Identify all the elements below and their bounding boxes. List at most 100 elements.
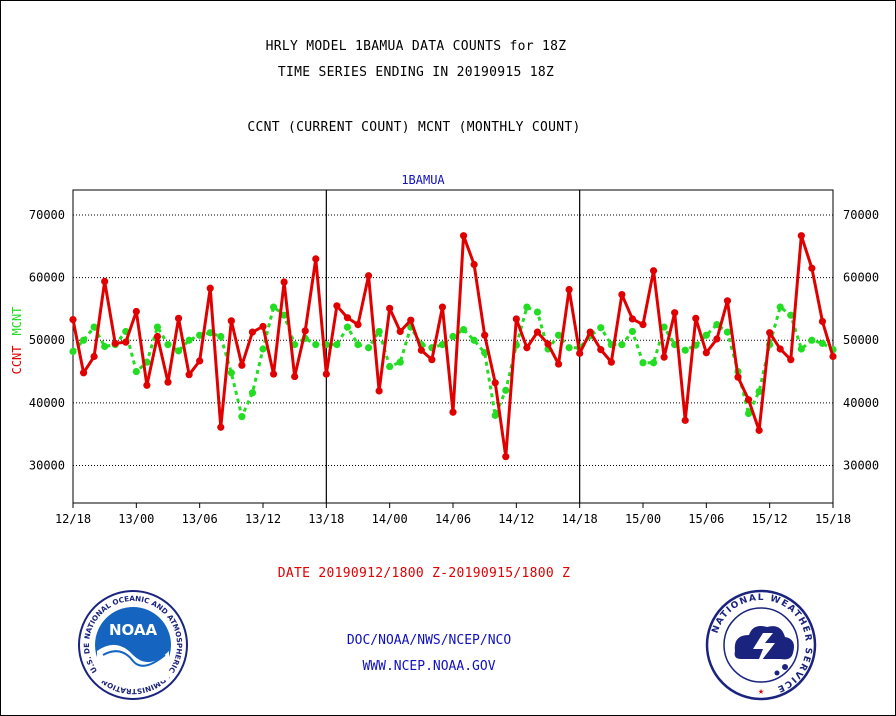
data-point-ccnt [776, 345, 784, 353]
data-point-ccnt [787, 356, 795, 364]
data-point-mcnt [797, 345, 805, 353]
data-point-ccnt [69, 315, 77, 324]
y-tick-label-right: 40000 [843, 396, 879, 410]
data-point-ccnt [217, 423, 225, 431]
data-point-mcnt [196, 331, 204, 339]
data-point-mcnt [132, 367, 140, 376]
data-point-ccnt [143, 381, 151, 389]
y-axis-label-ccnt: CCNT [10, 346, 24, 375]
data-point-mcnt [649, 359, 658, 367]
data-point-ccnt [333, 302, 341, 310]
data-point-mcnt [354, 341, 362, 349]
data-point-mcnt [808, 336, 816, 344]
data-point-mcnt [639, 359, 647, 367]
x-tick-label: 15/06 [688, 512, 724, 526]
x-tick-label: 15/00 [625, 512, 661, 526]
data-point-mcnt [438, 341, 447, 349]
y-tick-label-right: 60000 [843, 271, 879, 285]
data-point-mcnt [702, 331, 710, 339]
data-point-mcnt [217, 332, 225, 341]
plot-area [72, 189, 834, 504]
data-point-mcnt [681, 346, 689, 354]
data-point-ccnt [818, 317, 827, 326]
data-point-mcnt [101, 342, 109, 351]
data-point-ccnt [660, 353, 668, 361]
plot-title: 1BAMUA [401, 173, 445, 187]
data-point-ccnt [808, 264, 816, 272]
data-point-ccnt [586, 328, 594, 336]
data-point-ccnt [280, 278, 288, 286]
x-tick-label: 12/18 [55, 512, 91, 526]
data-point-ccnt [681, 416, 689, 424]
noaa-wordmark: NOAA [109, 621, 158, 639]
x-tick-label: 14/18 [562, 512, 598, 526]
data-point-ccnt [766, 329, 774, 337]
data-point-mcnt [755, 387, 763, 396]
data-point-mcnt [364, 344, 373, 352]
chart-title-line1: HRLY MODEL 1BAMUA DATA COUNTS for 18Z [265, 39, 567, 54]
data-point-mcnt [375, 327, 383, 336]
data-point-ccnt [544, 340, 552, 348]
data-point-mcnt [238, 413, 246, 421]
x-tick-label: 14/12 [498, 512, 534, 526]
data-point-ccnt [238, 361, 246, 369]
data-point-ccnt [153, 332, 162, 341]
data-point-mcnt [396, 358, 404, 366]
data-point-ccnt [132, 307, 140, 316]
data-point-ccnt [122, 338, 130, 346]
data-point-ccnt [723, 297, 732, 305]
credit-line: DOC/NOAA/NWS/NCEP/NCO [346, 633, 512, 648]
data-point-ccnt [417, 346, 425, 354]
x-tick-label: 13/00 [118, 512, 154, 526]
data-point-mcnt [333, 341, 341, 349]
data-point-ccnt [702, 349, 710, 357]
data-point-ccnt [386, 304, 394, 312]
data-point-mcnt [312, 341, 320, 349]
data-point-mcnt [481, 349, 489, 357]
data-point-ccnt [196, 357, 204, 365]
data-point-mcnt [164, 341, 172, 349]
data-point-mcnt [502, 386, 510, 394]
data-point-ccnt [618, 290, 626, 299]
data-point-ccnt [829, 352, 837, 361]
data-point-mcnt [269, 303, 278, 311]
data-point-ccnt [101, 277, 109, 285]
data-point-ccnt [79, 369, 88, 377]
y-tick-label-right: 30000 [843, 458, 879, 472]
data-point-ccnt [565, 285, 573, 294]
data-point-ccnt [375, 387, 383, 395]
data-point-ccnt [291, 372, 299, 381]
data-point-mcnt [533, 308, 542, 316]
y-tick-label-left: 70000 [29, 208, 65, 222]
svg-text:★: ★ [758, 686, 764, 697]
date-range-label: DATE 20190912/1800 Z-20190915/1800 Z [277, 566, 571, 581]
y-tick-label-left: 30000 [29, 458, 65, 472]
data-point-ccnt [227, 317, 235, 325]
data-point-ccnt [248, 328, 257, 336]
data-point-ccnt [671, 309, 679, 317]
data-point-mcnt [69, 347, 77, 356]
data-point-mcnt [713, 320, 721, 329]
data-point-mcnt [818, 339, 827, 347]
data-point-mcnt [523, 303, 531, 311]
y-axis-label-mcnt: MCNT [10, 307, 24, 336]
data-point-ccnt [185, 371, 193, 379]
data-point-ccnt [576, 349, 584, 357]
data-point-mcnt [280, 311, 288, 319]
data-point-mcnt [259, 345, 267, 353]
data-point-mcnt [660, 323, 668, 331]
website-link[interactable]: WWW.NCEP.NOAA.GOV [362, 659, 496, 674]
data-point-ccnt [364, 272, 373, 280]
data-point-mcnt [744, 409, 753, 418]
data-point-ccnt [533, 328, 542, 336]
chart-subtitle: CCNT (CURRENT COUNT) MCNT (MONTHLY COUNT… [247, 120, 581, 135]
data-point-mcnt [470, 336, 478, 344]
data-point-ccnt [607, 358, 615, 366]
data-point-ccnt [174, 314, 183, 322]
data-point-ccnt [322, 370, 330, 378]
data-point-ccnt [459, 232, 468, 240]
data-point-ccnt [692, 314, 700, 322]
data-point-mcnt [565, 344, 573, 352]
data-point-ccnt [512, 315, 520, 323]
data-point-ccnt [396, 327, 404, 336]
